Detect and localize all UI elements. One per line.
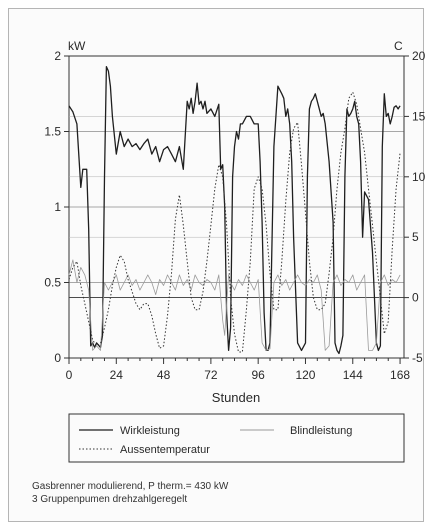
- y-right-tick-label: -5: [412, 351, 423, 365]
- y-right-tick-label: 5: [412, 230, 419, 244]
- x-tick-label: 0: [66, 368, 73, 382]
- x-axis-label: Stunden: [212, 390, 260, 405]
- axis-ticks: 0 0.5 1 1.5 2 -5 0 5 10 15 20 0 24 48 72 96 120 144 168: [44, 49, 425, 382]
- legend-label-blindleistung: Blindleistung: [290, 425, 352, 437]
- y-left-unit: kW: [68, 39, 86, 53]
- y-right-tick-label: 0: [412, 291, 419, 305]
- caption-line-2: 3 Gruppenpumen drehzahlgeregelt: [32, 494, 188, 505]
- legend-label-aussentemperatur: Aussentemperatur: [120, 444, 210, 456]
- figure-panel: [8, 8, 424, 522]
- x-tick-label: 120: [295, 368, 315, 382]
- y-right-tick-label: 10: [412, 170, 426, 184]
- series-lines: [68, 65, 401, 355]
- y-left-tick-label: 1: [54, 200, 61, 214]
- y-right-unit: C: [394, 39, 403, 53]
- series-line-aussentemperatur: [68, 91, 401, 353]
- gridlines: [69, 116, 404, 299]
- x-tick-label: 72: [204, 368, 218, 382]
- x-tick-label: 48: [157, 368, 171, 382]
- y-left-tick-label: 0.5: [44, 276, 61, 290]
- series-line-blindleistung: [68, 259, 401, 351]
- legend-box: [68, 413, 405, 463]
- y-left-tick-label: 1.5: [44, 125, 61, 139]
- caption-line-1: Gasbrenner modulierend, P therm.= 430 kW: [32, 481, 229, 492]
- series-line-wirkleistung: [68, 65, 401, 355]
- y-left-tick-label: 0: [54, 351, 61, 365]
- x-tick-label: 96: [251, 368, 265, 382]
- y-right-tick-label: 15: [412, 109, 426, 123]
- x-tick-label: 168: [390, 368, 410, 382]
- y-left-tick-label: 2: [54, 49, 61, 63]
- legend-label-wirkleistung: Wirkleistung: [120, 425, 180, 437]
- x-tick-label: 144: [343, 368, 363, 382]
- x-tick-label: 24: [110, 368, 124, 382]
- y-right-tick-label: 20: [412, 49, 426, 63]
